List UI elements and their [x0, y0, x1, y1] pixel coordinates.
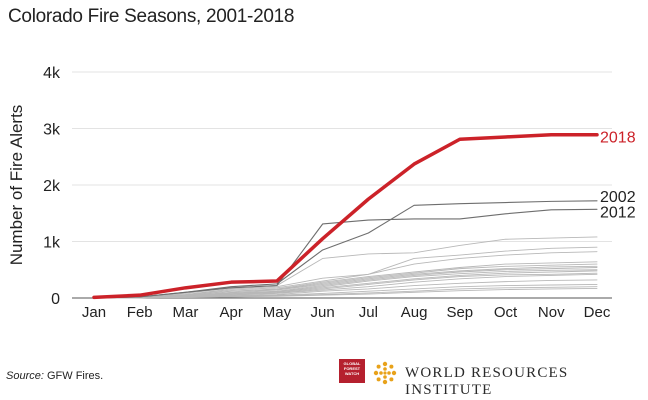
series-line-2012 [93, 208, 598, 299]
y-axis-label: Number of Fire Alerts [7, 105, 26, 266]
series-line [93, 251, 598, 299]
source-note: Source: GFW Fires. [6, 370, 103, 382]
source-label: Source: [6, 370, 44, 382]
x-tick-label: Nov [538, 304, 565, 321]
series-line [93, 267, 598, 299]
series-line [93, 270, 598, 299]
x-tick-label: Sep [446, 304, 473, 321]
x-tick-label: Mar [173, 304, 199, 321]
y-tick-label: 3k [43, 122, 61, 139]
x-tick-label: Dec [584, 304, 611, 321]
x-tick-label: Jul [359, 304, 378, 321]
series-line [93, 287, 598, 299]
series-line [93, 236, 598, 299]
x-tick-label: Apr [220, 304, 243, 321]
x-tick-label: Feb [127, 304, 153, 321]
x-tick-label: Oct [494, 304, 518, 321]
series-label-2012: 2012 [600, 204, 636, 221]
chart-title: Colorado Fire Seasons, 2001-2018 [8, 6, 295, 27]
series-label-2018: 2018 [600, 130, 636, 147]
series-line-2018 [92, 132, 599, 300]
x-tick-label: Jan [82, 304, 106, 321]
y-tick-label: 4k [43, 65, 61, 82]
x-tick-label: May [263, 304, 292, 321]
x-tick-label: Aug [401, 304, 428, 321]
series-label-2002: 2002 [600, 189, 636, 206]
y-tick-label: 1k [43, 235, 61, 252]
series-line [93, 279, 598, 299]
y-tick-label: 0 [51, 291, 60, 308]
source-text: GFW Fires. [46, 370, 104, 382]
x-tick-label: Jun [311, 304, 335, 321]
y-tick-label: 2k [43, 178, 61, 195]
series-line [93, 263, 598, 299]
